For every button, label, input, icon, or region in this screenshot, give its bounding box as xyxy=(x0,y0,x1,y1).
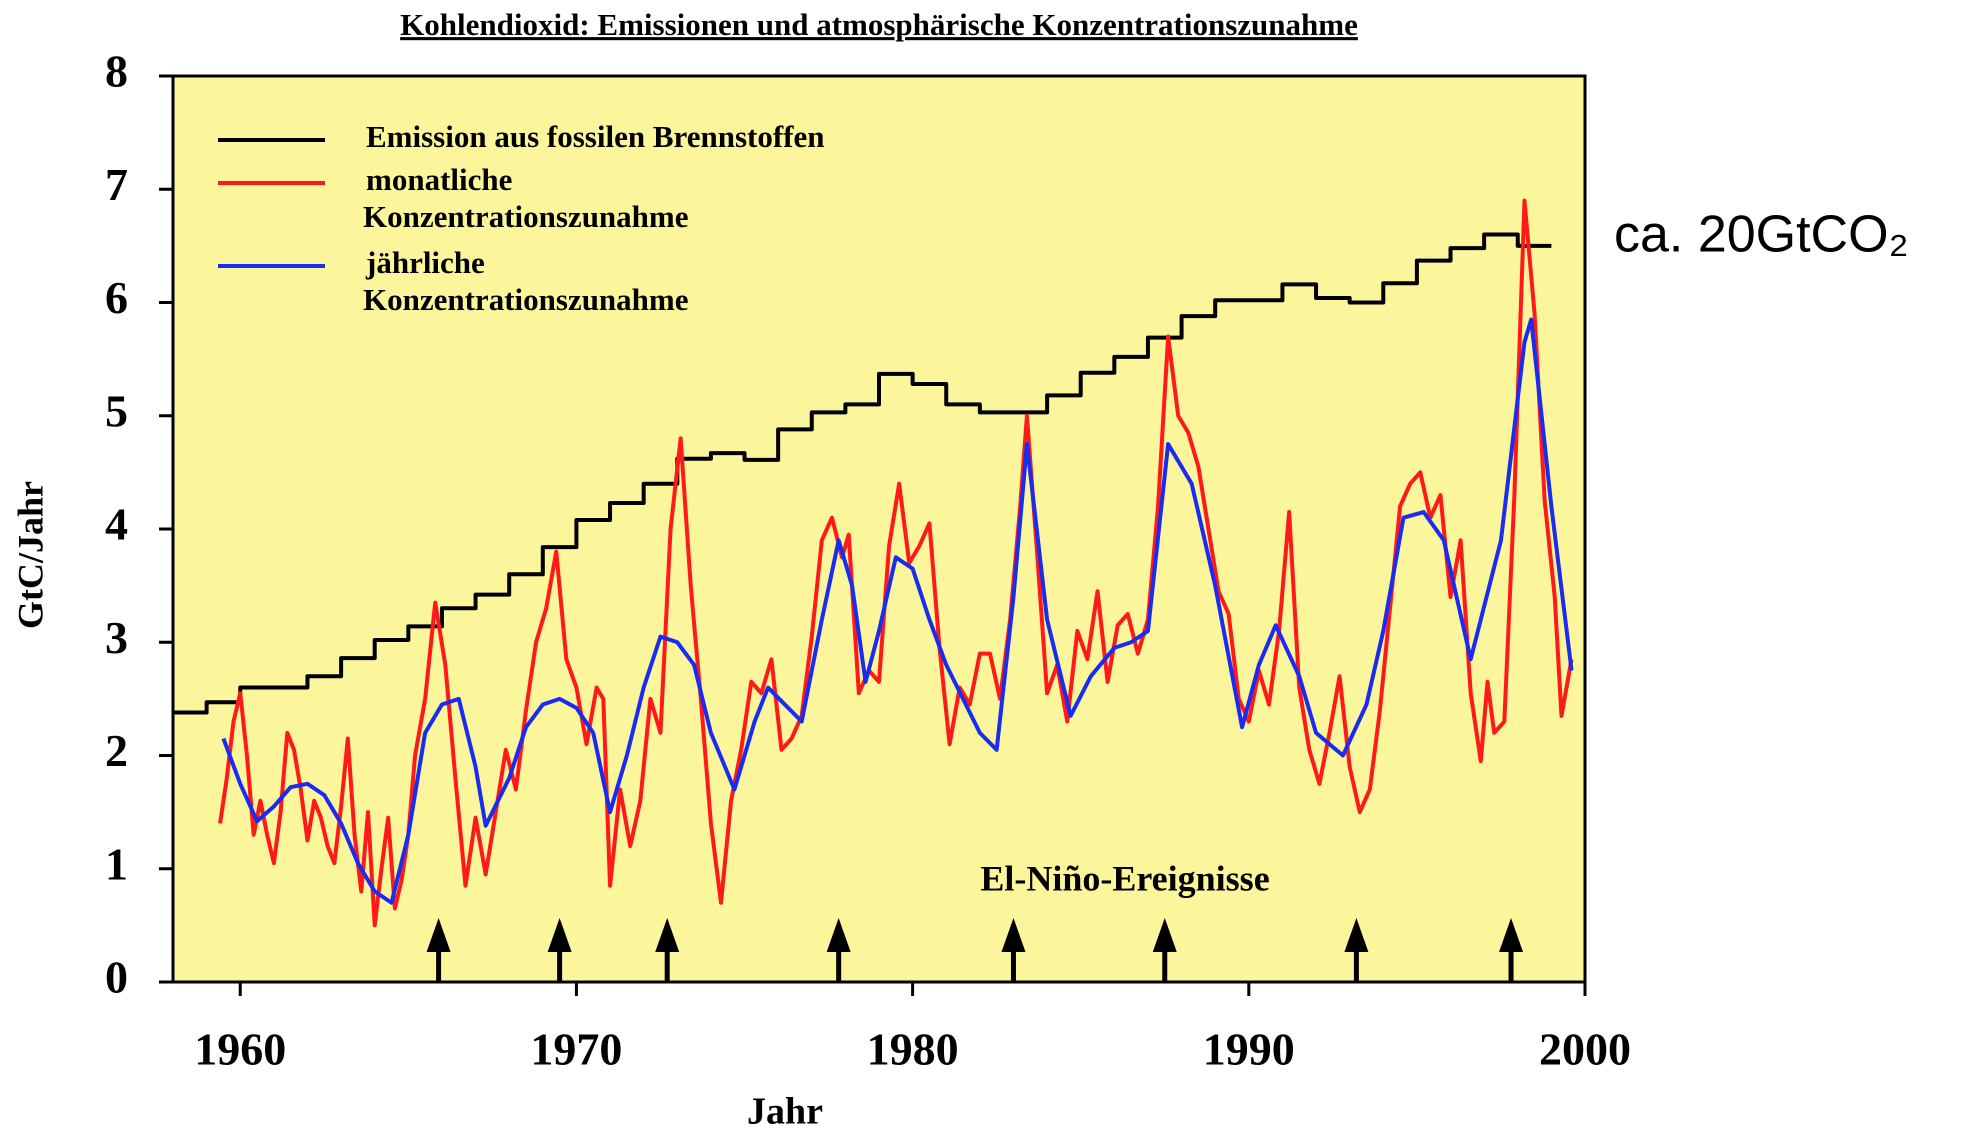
event-arrow-head xyxy=(655,918,680,952)
y-tick-label: 7 xyxy=(105,159,128,210)
event-arrow-head xyxy=(826,918,851,952)
y-axis-label: GtC/Jahr xyxy=(10,481,50,629)
event-arrow-head xyxy=(1344,918,1369,952)
legend-label: monatliche Konzentrationszunahme xyxy=(363,162,689,234)
x-axis-label: Jahr xyxy=(747,1091,823,1133)
event-arrow-head xyxy=(426,918,451,952)
y-tick-label: 4 xyxy=(105,499,128,550)
line xyxy=(218,198,1574,928)
side-note: ca. 20GtCO₂ xyxy=(1614,206,1909,264)
x-tick-label: 1960 xyxy=(194,1024,286,1075)
legend-label: Emission aus fossilen Brennstoffen xyxy=(366,119,824,154)
y-tick-label: 2 xyxy=(105,725,128,776)
event-arrow-head xyxy=(1001,918,1026,952)
x-tick-label: 2000 xyxy=(1539,1024,1631,1075)
y-tick-label: 5 xyxy=(105,385,128,436)
y-tick-label: 1 xyxy=(105,838,128,889)
y-tick-label: 6 xyxy=(105,272,128,323)
event-arrow-head xyxy=(1152,918,1177,952)
event-arrow-head xyxy=(1499,918,1524,952)
step-line xyxy=(173,232,1552,715)
x-tick-label: 1970 xyxy=(530,1024,622,1075)
y-tick-label: 3 xyxy=(105,612,128,663)
x-tick-label: 1980 xyxy=(867,1024,959,1075)
annotation: El-Niño-Ereignisse xyxy=(980,858,1269,898)
y-tick-label: 0 xyxy=(105,952,128,1003)
event-arrow-head xyxy=(547,918,572,952)
y-tick-label: 8 xyxy=(105,46,128,97)
chart-title: Kohlendioxid: Emissionen und atmosphäris… xyxy=(400,7,1358,42)
line xyxy=(221,317,1574,905)
legend-label: jährliche Konzentrationszunahme xyxy=(363,245,689,317)
x-tick-label: 1990 xyxy=(1203,1024,1295,1075)
